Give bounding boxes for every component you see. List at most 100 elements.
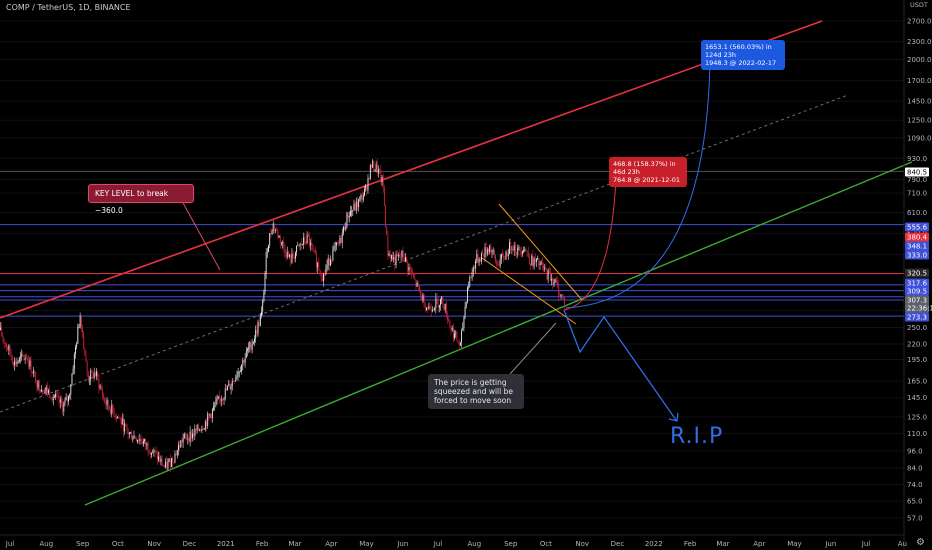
candle-body	[245, 350, 247, 358]
candle-body	[126, 424, 128, 430]
candle-body	[141, 441, 143, 445]
candle-body	[80, 315, 82, 328]
candle-body	[286, 251, 288, 258]
candle-body	[505, 251, 507, 260]
candle-body	[475, 261, 477, 269]
x-tick-label: Mar	[288, 540, 301, 548]
candle-body	[504, 259, 506, 260]
candle-body	[328, 257, 330, 266]
price-tag-label: 555.6	[907, 224, 928, 232]
price-tag	[905, 222, 929, 232]
candle-body	[413, 274, 415, 278]
candle-body	[406, 257, 408, 262]
candle-body	[304, 237, 306, 243]
squeeze-callout[interactable]: The price is getting squeezed and will b…	[428, 374, 524, 409]
candle-body	[553, 282, 555, 285]
candle-body	[125, 423, 127, 425]
candle-body	[177, 445, 179, 450]
candle-body	[185, 433, 186, 436]
candle-body	[145, 439, 147, 446]
candle-body	[284, 247, 286, 255]
candle-body	[351, 210, 353, 212]
target2-callout[interactable]: 1653.1 (560.03%) in 124d 23h 1948.3 @ 20…	[701, 40, 785, 70]
candle-body	[235, 377, 237, 382]
key-level-callout[interactable]: KEY LEVEL to break ~360.0	[88, 184, 194, 215]
candle-body	[369, 165, 371, 180]
candle-body	[442, 296, 444, 305]
x-tick-label: Feb	[256, 540, 269, 548]
candle-body	[243, 359, 245, 364]
candle-body	[58, 396, 60, 403]
candle-body	[250, 341, 252, 351]
candle-body	[13, 362, 14, 366]
candle-body	[162, 465, 164, 467]
candle-body	[521, 251, 523, 255]
target1-callout[interactable]: 468.8 (158.37%) in 46d 23h 764.8 @ 2021-…	[609, 157, 687, 187]
candle-body	[266, 252, 268, 253]
candle-body	[372, 160, 374, 168]
candle-body	[4, 343, 6, 345]
y-tick-label: 2000.0	[907, 56, 932, 64]
candle-body	[457, 340, 459, 344]
descending-channel-lower	[481, 257, 577, 325]
candle-body	[298, 245, 300, 247]
y-tick-label: 2300.0	[907, 38, 932, 46]
horizontal-levels	[0, 170, 904, 317]
candle-body	[0, 327, 2, 330]
candle-body	[376, 163, 378, 173]
candle-body	[173, 462, 175, 463]
candle-body	[208, 413, 210, 416]
candle-body	[264, 273, 266, 293]
candle-body	[462, 327, 464, 331]
candle-body	[27, 359, 28, 361]
candle-body	[485, 247, 487, 254]
candle-body	[546, 269, 548, 280]
candle-body	[388, 253, 390, 256]
candle-body	[229, 383, 231, 390]
y-tick-label: 84.0	[907, 465, 923, 473]
candle-body	[383, 187, 385, 206]
candle-body	[207, 413, 209, 426]
candle-body	[387, 234, 389, 256]
candle-body	[111, 404, 113, 414]
price-tag-label: 309.5	[907, 288, 927, 296]
candle-body	[401, 250, 403, 257]
candle-body	[333, 246, 335, 250]
candle-body	[151, 452, 152, 456]
candle-body	[105, 402, 107, 405]
price-tag	[905, 241, 929, 251]
x-tick-label: Jun	[396, 540, 408, 548]
candle-body	[321, 278, 323, 281]
candle-body	[90, 370, 92, 380]
candle-body	[202, 428, 204, 430]
candle-body	[248, 347, 250, 350]
candle-body	[190, 431, 192, 439]
candle-body	[167, 461, 169, 469]
candle-body	[299, 243, 301, 247]
x-tick-label: May	[359, 540, 373, 548]
candle-body	[92, 371, 94, 379]
x-tick-label: 2022	[645, 540, 663, 548]
candle-body	[251, 343, 253, 351]
candle-body	[477, 254, 479, 263]
candle-body	[236, 375, 238, 378]
candle-body	[362, 195, 364, 200]
candle-body	[238, 371, 240, 373]
candle-body	[16, 362, 18, 365]
x-tick-label: Feb	[684, 540, 697, 548]
candle-body	[277, 230, 279, 238]
candle-body	[416, 282, 418, 287]
gear-icon[interactable]: ⚙	[916, 537, 925, 548]
candle-body	[544, 267, 546, 269]
x-tick-label: Dec	[183, 540, 197, 548]
candle-body	[83, 333, 85, 348]
candle-body	[183, 433, 185, 438]
candle-body	[62, 403, 64, 412]
candle-body	[517, 247, 519, 255]
candle-body	[201, 428, 203, 431]
candle-body	[263, 292, 265, 302]
x-tick-label: Jul	[861, 540, 871, 548]
price-tag-label: 840.5	[907, 169, 927, 177]
